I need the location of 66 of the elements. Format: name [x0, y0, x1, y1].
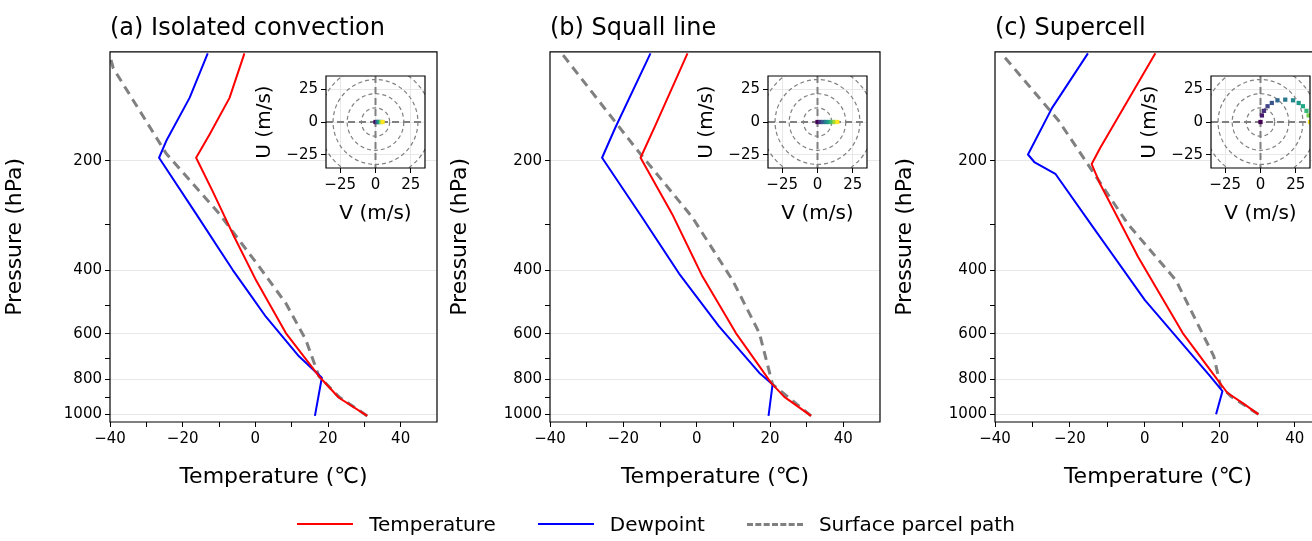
- x-axis-title: V (m/s): [1224, 200, 1297, 225]
- y-tick-label: 0: [308, 111, 318, 130]
- x-tick-label: 20: [760, 428, 780, 447]
- y-tick-label: 800: [958, 369, 987, 388]
- x-axis-title: Temperature (℃): [619, 462, 810, 488]
- x-tick-label: 40: [833, 428, 853, 447]
- y-tick-label: 400: [73, 259, 102, 278]
- y-tick-label: 200: [958, 150, 987, 169]
- x-tick-label: 20: [1210, 428, 1230, 447]
- y-tick-label: 600: [958, 323, 987, 342]
- x-tick-label: −20: [607, 428, 640, 447]
- x-tick-label: −20: [166, 428, 199, 447]
- legend-label: Temperature: [369, 512, 496, 536]
- x-tick-label: 40: [391, 428, 411, 447]
- x-tick-label: 0: [691, 428, 702, 447]
- y-axis-title: Pressure (hPa): [890, 157, 916, 316]
- x-tick-label: −40: [534, 428, 566, 447]
- x-tick-label: 0: [1255, 174, 1266, 193]
- y-tick-label: 200: [73, 150, 102, 169]
- y-tick-label: 400: [513, 259, 542, 278]
- legend-label: Dewpoint: [609, 512, 705, 536]
- y-tick-label: −25: [1171, 144, 1203, 163]
- y-tick-label: 1000: [503, 404, 542, 423]
- x-tick-label: 25: [843, 174, 863, 193]
- chart-title: (a) Isolated convection: [110, 12, 385, 41]
- x-tick-label: −40: [979, 428, 1011, 447]
- y-tick-label: 600: [73, 323, 102, 342]
- x-tick-label: 40: [1285, 428, 1305, 447]
- x-tick-label: 25: [401, 174, 421, 193]
- x-tick-label: −25: [1209, 174, 1241, 193]
- x-axis-title: Temperature (℃): [1062, 462, 1253, 488]
- x-tick-label: −25: [324, 174, 356, 193]
- y-tick-label: 1000: [63, 404, 102, 423]
- y-tick-label: 25: [740, 79, 760, 98]
- x-axis-title: Temperature (℃): [178, 462, 368, 488]
- y-axis-title: U (m/s): [693, 85, 718, 159]
- x-axis-title: V (m/s): [339, 200, 412, 225]
- x-tick-label: 0: [370, 174, 381, 193]
- y-axis-title: U (m/s): [251, 85, 276, 159]
- x-tick-label: −20: [1054, 428, 1086, 447]
- y-tick-label: −25: [728, 144, 760, 163]
- chart-title: (b) Squall line: [550, 12, 717, 41]
- chart-title: (c) Supercell: [995, 12, 1146, 41]
- y-tick-label: 800: [73, 369, 102, 388]
- y-tick-label: 25: [1183, 79, 1203, 98]
- x-tick-label: 0: [1140, 428, 1150, 447]
- x-tick-label: 25: [1286, 174, 1306, 193]
- y-tick-label: 1000: [948, 404, 987, 423]
- x-tick-label: −25: [766, 174, 798, 193]
- y-tick-label: 25: [298, 79, 318, 98]
- x-tick-label: 20: [318, 428, 338, 447]
- y-tick-label: 200: [513, 150, 542, 169]
- y-tick-label: 0: [1193, 111, 1203, 130]
- y-tick-label: 0: [750, 111, 760, 130]
- y-axis-title: Pressure (hPa): [0, 157, 26, 316]
- x-tick-label: 0: [250, 428, 261, 447]
- x-axis-title: V (m/s): [781, 200, 854, 225]
- y-axis-title: U (m/s): [1136, 85, 1161, 159]
- y-tick-label: 400: [958, 259, 987, 278]
- legend-label: Surface parcel path: [818, 512, 1015, 536]
- y-axis-title: Pressure (hPa): [445, 157, 471, 316]
- x-tick-label: 0: [812, 174, 823, 193]
- x-tick-label: −40: [94, 428, 126, 447]
- y-tick-label: 800: [513, 369, 542, 388]
- y-tick-label: −25: [286, 144, 318, 163]
- y-tick-label: 600: [513, 323, 542, 342]
